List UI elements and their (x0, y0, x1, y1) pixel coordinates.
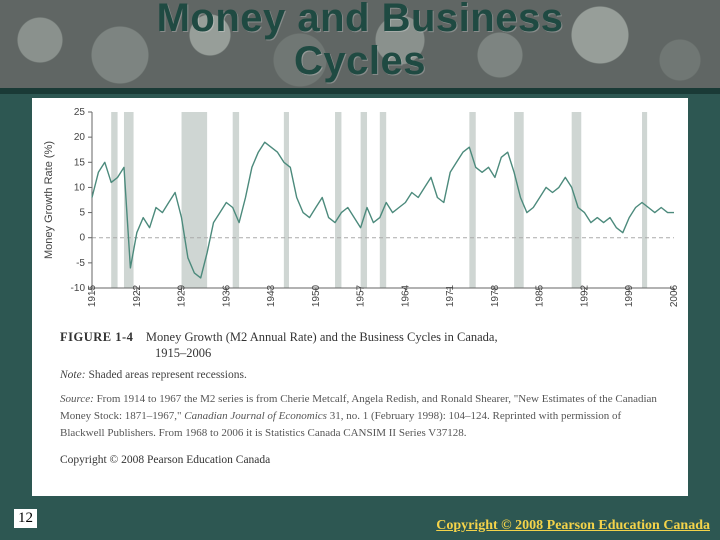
figure-inner-copyright: Copyright © 2008 Pearson Education Canad… (60, 454, 660, 466)
svg-text:-10: -10 (71, 283, 86, 294)
money-growth-chart: -10 -5 0 5 10 15 20 25 1915 1922 1929 1936 1943 1950 1… (36, 104, 684, 324)
svg-text:15: 15 (74, 157, 86, 168)
svg-text:1985: 1985 (535, 284, 546, 307)
page-number: 12 (14, 509, 37, 528)
svg-text:2006: 2006 (669, 284, 680, 307)
svg-text:1999: 1999 (624, 284, 635, 307)
svg-text:1922: 1922 (132, 284, 143, 307)
svg-text:0: 0 (79, 233, 85, 244)
figure-caption-range: 1915–2006 (60, 346, 660, 361)
figure-caption-main: Money Growth (M2 Annual Rate) and the Bu… (146, 330, 498, 344)
note-text: Shaded areas represent recessions. (88, 369, 246, 381)
svg-text:1978: 1978 (490, 284, 501, 307)
figure-caption: FIGURE 1-4 Money Growth (M2 Annual Rate)… (60, 330, 660, 466)
svg-text:1964: 1964 (400, 284, 411, 307)
svg-text:1950: 1950 (311, 284, 322, 307)
note-label: Note: (60, 369, 86, 381)
svg-text:10: 10 (74, 182, 86, 193)
figure-card: -10 -5 0 5 10 15 20 25 1915 1922 1929 1936 1943 1950 1… (32, 98, 688, 496)
svg-text:1915: 1915 (87, 284, 98, 307)
chart-area: -10 -5 0 5 10 15 20 25 1915 1922 1929 1936 1943 1950 1… (36, 104, 684, 324)
figure-label: FIGURE 1-4 (60, 330, 133, 344)
figure-source: Source: From 1914 to 1967 the M2 series … (60, 391, 660, 442)
svg-text:1971: 1971 (445, 284, 456, 307)
slide-title: Money and BusinessCycles (0, 0, 720, 83)
svg-text:1943: 1943 (266, 284, 277, 307)
svg-text:5: 5 (79, 208, 85, 219)
svg-text:1929: 1929 (177, 284, 188, 307)
header-accent-bar (0, 88, 720, 94)
svg-text:Money Growth Rate (%): Money Growth Rate (%) (43, 141, 55, 259)
slide: Money and BusinessCycles -10 -5 0 5 10 15 20 25… (0, 0, 720, 540)
svg-text:20: 20 (74, 132, 86, 143)
footer-copyright: Copyright © 2008 Pearson Education Canad… (436, 518, 710, 534)
figure-note: Note: Shaded areas represent recessions. (60, 369, 660, 381)
source-label: Source: (60, 393, 94, 405)
svg-text:-5: -5 (76, 258, 85, 269)
svg-text:25: 25 (74, 107, 86, 118)
svg-text:1992: 1992 (579, 284, 590, 307)
svg-text:1936: 1936 (221, 284, 232, 307)
svg-text:1957: 1957 (356, 284, 367, 307)
source-text: From 1914 to 1967 the M2 series is from … (60, 393, 657, 439)
